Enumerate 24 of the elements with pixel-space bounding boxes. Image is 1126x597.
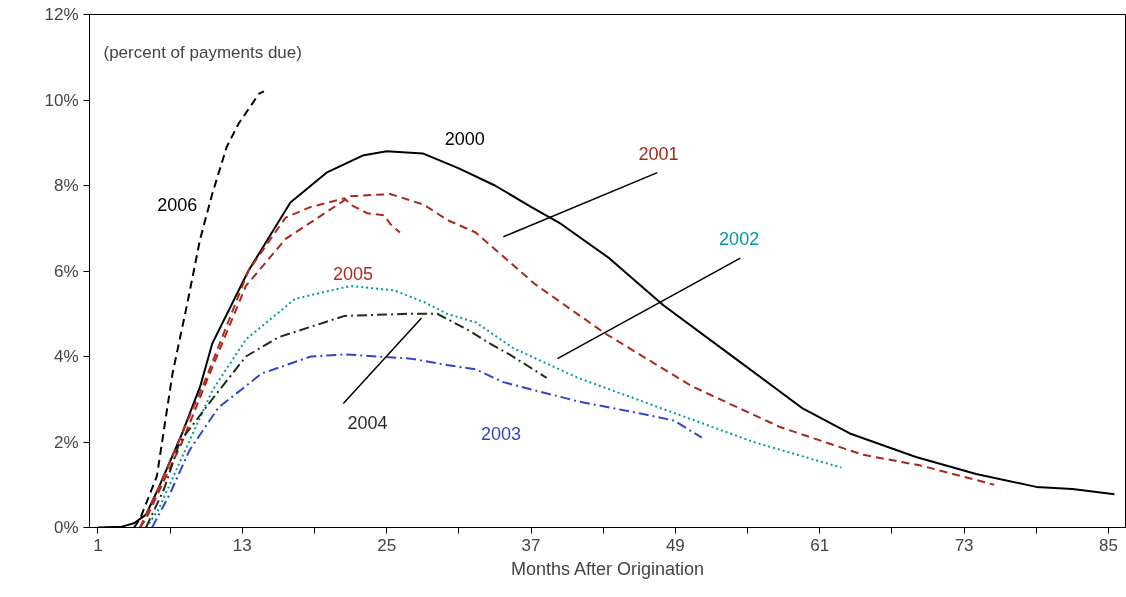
y-tick-label: 2% (53, 432, 79, 452)
annotation: (percent of payments due) (103, 43, 302, 62)
x-tick-label: 37 (521, 535, 541, 555)
y-tick-label: 4% (53, 347, 79, 366)
y-tick-label: 0% (53, 518, 79, 537)
x-tick-label: 61 (810, 535, 830, 555)
x-tick-label: 73 (954, 535, 974, 555)
text: 2004 (347, 413, 388, 434)
text: 2003 (480, 423, 521, 444)
x-tick-label: 49 (665, 535, 685, 555)
y-tick-label: 10% (44, 90, 79, 110)
x-tick-label: 13 (232, 535, 252, 555)
x-tick-label: 25 (377, 535, 397, 555)
series-label: 2000 (444, 128, 485, 149)
y-tick-label: 6% (53, 261, 79, 281)
text: 2001 (638, 143, 679, 164)
x-tick-label: 1 (93, 535, 103, 555)
y-tick-label: 12% (44, 5, 79, 24)
x-axis-title: Months After Origination (510, 558, 705, 579)
y-tick-label: 8% (53, 176, 79, 195)
text: 2005 (332, 263, 373, 284)
series-label: 2006 (157, 195, 198, 216)
text: 2002 (719, 229, 760, 250)
x-tick-label: 85 (1099, 535, 1118, 555)
